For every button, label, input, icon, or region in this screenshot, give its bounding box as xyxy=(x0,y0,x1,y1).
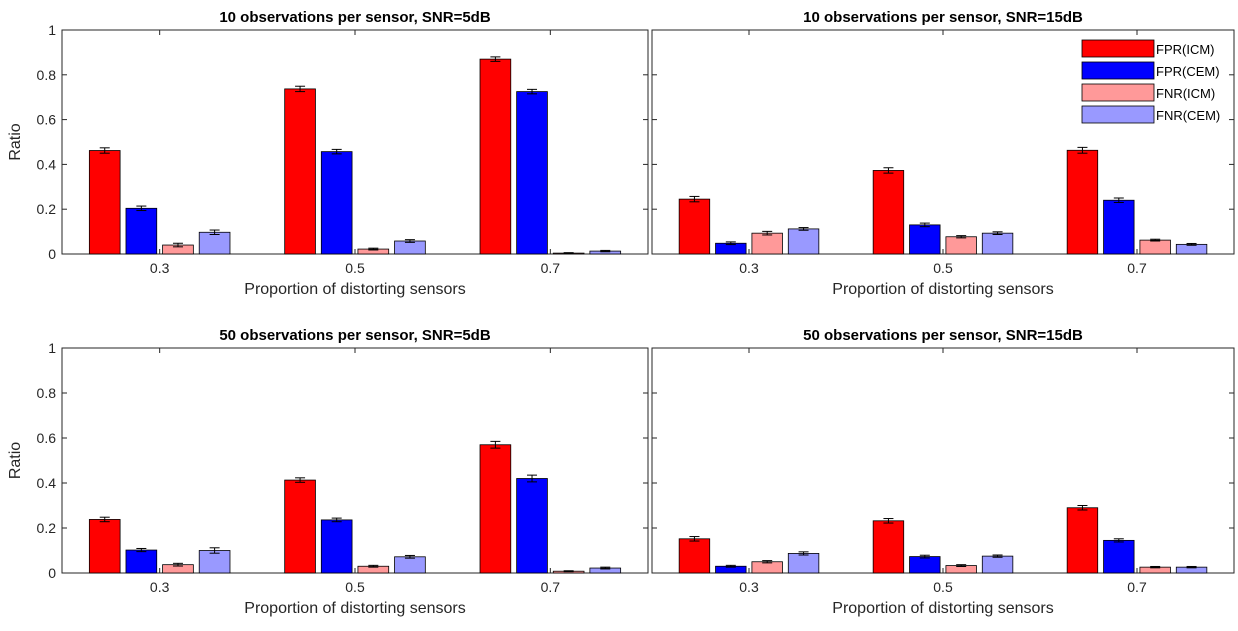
chart-title: 10 observations per sensor, SNR=15dB xyxy=(803,9,1083,26)
bar-fpr-icm xyxy=(1066,149,1099,255)
x-tick-label: 0.7 xyxy=(541,579,561,595)
bar-fnr-cem xyxy=(1175,243,1208,255)
bar-fpr-cem xyxy=(1103,199,1135,255)
bar-fpr-icm xyxy=(479,58,512,255)
bar-fnr-cem xyxy=(198,231,231,255)
x-tick-label: 0.5 xyxy=(345,260,365,276)
x-tick-label: 0.5 xyxy=(345,579,365,595)
x-axis-label: Proportion of distorting sensors xyxy=(832,600,1053,617)
y-tick-label: 0.2 xyxy=(37,201,57,217)
plot-area xyxy=(651,347,1235,574)
chart-title: 10 observations per sensor, SNR=5dB xyxy=(219,9,491,26)
y-tick-label: 0.4 xyxy=(37,475,57,491)
chart-panel-3 xyxy=(61,347,649,574)
bar-fpr-icm xyxy=(479,444,512,574)
x-tick-label: 0.7 xyxy=(541,260,561,276)
x-axis-label: Proportion of distorting sensors xyxy=(244,281,465,298)
y-tick-label: 1 xyxy=(48,22,56,38)
bar-fpr-icm xyxy=(1066,507,1099,574)
x-tick-label: 0.3 xyxy=(739,260,759,276)
y-axis-label: Ratio xyxy=(7,123,24,160)
x-tick-label: 0.7 xyxy=(1127,579,1147,595)
x-axis-label: Proportion of distorting sensors xyxy=(832,281,1053,298)
y-tick-label: 0 xyxy=(48,246,56,262)
legend xyxy=(1081,39,1155,124)
bar-fnr-cem xyxy=(787,228,820,255)
bar-fpr-cem xyxy=(320,151,353,255)
bar-fnr-icm xyxy=(751,561,783,574)
chart-title: 50 observations per sensor, SNR=5dB xyxy=(219,327,491,344)
x-tick-label: 0.5 xyxy=(933,260,953,276)
bar-fnr-icm xyxy=(1139,239,1171,255)
plot-area xyxy=(61,29,649,255)
bar-fnr-cem xyxy=(787,553,820,574)
bar-fpr-cem xyxy=(1103,539,1135,574)
bar-fnr-icm xyxy=(945,236,977,255)
bar-fpr-cem xyxy=(320,519,353,574)
legend-label: FNR(CEM) xyxy=(1156,108,1220,123)
legend-label: FPR(ICM) xyxy=(1156,42,1215,57)
y-tick-label: 0.4 xyxy=(37,156,57,172)
legend-swatch xyxy=(1081,105,1155,124)
bar-fnr-cem xyxy=(394,240,426,255)
chart-panel-4 xyxy=(651,347,1235,574)
legend-swatch xyxy=(1081,61,1155,80)
y-tick-label: 0.8 xyxy=(37,67,57,83)
bar-fpr-icm xyxy=(88,150,121,255)
bar-fpr-icm xyxy=(88,519,121,574)
bar-fnr-cem xyxy=(394,556,426,574)
x-tick-label: 0.3 xyxy=(739,579,759,595)
bar-fpr-icm xyxy=(872,170,905,255)
bar-fpr-cem xyxy=(125,549,158,574)
bar-fpr-cem xyxy=(516,478,548,574)
chart-panel-1 xyxy=(61,29,649,255)
bar-fnr-cem xyxy=(198,550,231,574)
x-axis-label: Proportion of distorting sensors xyxy=(244,600,465,617)
y-tick-label: 0.6 xyxy=(37,112,57,128)
legend-swatch xyxy=(1081,39,1155,58)
y-tick-label: 0 xyxy=(48,565,56,581)
bar-fnr-icm xyxy=(751,232,783,255)
bar-fpr-cem xyxy=(516,91,548,255)
y-tick-label: 0.2 xyxy=(37,520,57,536)
bar-fpr-icm xyxy=(872,520,905,574)
y-tick-label: 0.6 xyxy=(37,430,57,446)
bar-fnr-cem xyxy=(981,232,1014,255)
bar-fpr-cem xyxy=(909,224,941,255)
y-axis-label: Ratio xyxy=(7,442,24,479)
bar-fpr-icm xyxy=(678,538,711,574)
chart-title: 50 observations per sensor, SNR=15dB xyxy=(803,327,1083,344)
y-tick-label: 1 xyxy=(48,340,56,356)
bar-fnr-cem xyxy=(981,555,1014,574)
legend-swatch xyxy=(1081,83,1155,102)
plot-area xyxy=(61,347,649,574)
x-tick-label: 0.3 xyxy=(150,579,170,595)
x-tick-label: 0.5 xyxy=(933,579,953,595)
chart-panel-2 xyxy=(651,29,1235,255)
legend-label: FPR(CEM) xyxy=(1156,64,1220,79)
bar-fpr-icm xyxy=(284,479,316,574)
y-tick-label: 0.8 xyxy=(37,385,57,401)
legend-label: FNR(ICM) xyxy=(1156,86,1215,101)
bar-fpr-cem xyxy=(909,556,941,574)
x-tick-label: 0.7 xyxy=(1127,260,1147,276)
bar-fpr-icm xyxy=(284,88,316,255)
bar-fpr-cem xyxy=(125,207,158,255)
x-tick-label: 0.3 xyxy=(150,260,170,276)
bar-fpr-icm xyxy=(678,198,711,255)
